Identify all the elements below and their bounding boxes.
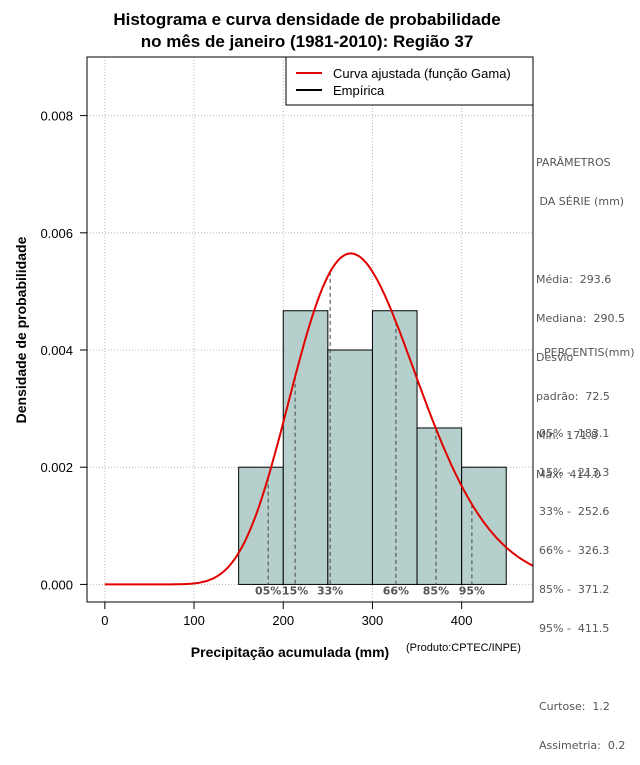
percentil-66: 66% - 326.3 bbox=[539, 544, 610, 557]
stat-assimetria: Assimetria: 0.2 bbox=[539, 739, 626, 752]
percentil-15: 15% - 213.3 bbox=[539, 466, 610, 479]
percentil-95: 95% - 411.5 bbox=[539, 622, 610, 635]
x-tick-label: 200 bbox=[272, 613, 294, 628]
legend-box bbox=[285, 56, 534, 106]
gamma-fit-curve bbox=[104, 252, 534, 586]
histogram-bar bbox=[282, 310, 329, 585]
percentil-05: 05% - 183.1 bbox=[539, 427, 610, 440]
percentile-label: 33% bbox=[317, 584, 343, 597]
param-min: Mín: 171.8 bbox=[536, 429, 598, 442]
y-tick-label: 0.000 bbox=[40, 577, 73, 592]
y-tick-label: 0.008 bbox=[40, 109, 73, 124]
percentile-label: 85% bbox=[423, 584, 449, 597]
x-tick-label: 400 bbox=[451, 613, 473, 628]
legend: Curva ajustada (função Gama) Empírica bbox=[285, 56, 534, 106]
histogram-chart: 05% 15% 33% 66% 85% 95% 0 100 200 300 400 0.000 0.… bbox=[13, 10, 534, 660]
x-tick-label: 300 bbox=[362, 613, 384, 628]
params-header-2: DA SÉRIE (mm) bbox=[536, 195, 625, 208]
y-tick-label: 0.004 bbox=[40, 343, 73, 358]
params-panel: PARÂMETROS DA SÉRIE (mm) Média: 293.6 Me… bbox=[536, 130, 625, 494]
percentil-85: 85% - 371.2 bbox=[539, 583, 610, 596]
param-mediana: Mediana: 290.5 bbox=[536, 312, 625, 325]
histogram-bar bbox=[238, 466, 284, 585]
param-desvio-1: Desvio bbox=[536, 351, 574, 364]
percentis-header: PERCENTIS(mm) bbox=[544, 346, 635, 359]
param-media: Média: 293.6 bbox=[536, 273, 612, 286]
y-tick-label: 0.006 bbox=[40, 226, 73, 241]
param-max: Máx: 414.0 bbox=[536, 468, 601, 481]
legend-label-empirical: Empírica bbox=[333, 83, 385, 98]
percentis-panel: PERCENTIS(mm) 05% - 183.1 15% - 213.3 33… bbox=[539, 320, 635, 765]
x-tick-label: 0 bbox=[101, 613, 108, 628]
y-tick-label: 0.002 bbox=[40, 460, 73, 475]
histogram-bar bbox=[461, 466, 507, 585]
percentil-33: 33% - 252.6 bbox=[539, 505, 610, 518]
legend-label-curve: Curva ajustada (função Gama) bbox=[333, 66, 511, 81]
percentile-label: 66% bbox=[383, 584, 409, 597]
histogram-bar bbox=[416, 427, 463, 585]
percentile-label: 15% bbox=[282, 584, 308, 597]
x-axis-label: Precipitação acumulada (mm) bbox=[191, 644, 389, 660]
percentile-label: 95% bbox=[459, 584, 485, 597]
stat-curtose: Curtose: 1.2 bbox=[539, 700, 610, 713]
param-desvio-2: padrão: 72.5 bbox=[536, 390, 610, 403]
x-tick-label: 100 bbox=[183, 613, 205, 628]
credit-label: (Produto:CPTEC/INPE) bbox=[406, 642, 521, 654]
chart-title-line1: Histograma e curva densidade de probabil… bbox=[113, 10, 500, 29]
params-header-1: PARÂMETROS bbox=[536, 156, 611, 169]
chart-title-line2: no mês de janeiro (1981-2010): Região 37 bbox=[141, 32, 474, 51]
percentile-label: 05% bbox=[255, 584, 281, 597]
histogram-bar bbox=[327, 349, 373, 585]
y-axis-label: Densidade de probabilidade bbox=[13, 236, 29, 423]
histogram-bar bbox=[371, 310, 418, 585]
